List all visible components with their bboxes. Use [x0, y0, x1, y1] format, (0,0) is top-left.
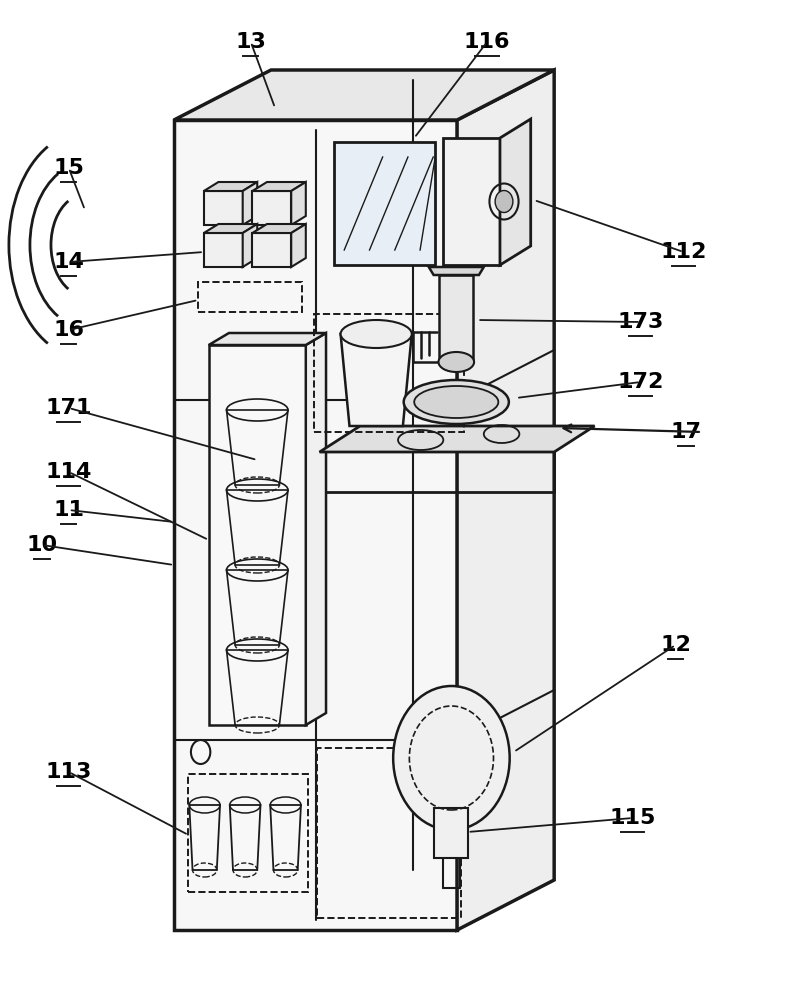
Ellipse shape: [393, 686, 510, 830]
Text: 11: 11: [53, 500, 84, 520]
Polygon shape: [204, 233, 243, 267]
Bar: [188, 774, 308, 892]
Polygon shape: [227, 650, 288, 725]
Text: 171: 171: [45, 398, 92, 418]
Text: 114: 114: [45, 462, 92, 482]
Ellipse shape: [495, 190, 513, 213]
Text: 113: 113: [45, 762, 92, 782]
Polygon shape: [243, 182, 257, 225]
Polygon shape: [209, 333, 326, 345]
Polygon shape: [429, 267, 484, 275]
Ellipse shape: [404, 380, 509, 424]
Polygon shape: [174, 120, 457, 930]
Polygon shape: [204, 224, 257, 233]
Bar: [198, 282, 302, 312]
Polygon shape: [227, 410, 288, 485]
Polygon shape: [291, 182, 306, 225]
Text: 16: 16: [53, 320, 84, 340]
Text: 115: 115: [609, 808, 656, 828]
Text: 173: 173: [617, 312, 664, 332]
Text: 10: 10: [27, 535, 57, 555]
Polygon shape: [270, 805, 301, 870]
Polygon shape: [204, 191, 243, 225]
Text: 172: 172: [617, 372, 664, 392]
Text: 116: 116: [464, 32, 510, 52]
Polygon shape: [230, 805, 260, 870]
Ellipse shape: [414, 386, 498, 418]
Polygon shape: [291, 224, 306, 267]
Ellipse shape: [341, 320, 412, 348]
Polygon shape: [252, 182, 306, 191]
Polygon shape: [227, 490, 288, 565]
Polygon shape: [457, 70, 554, 930]
Text: 14: 14: [53, 252, 84, 272]
Text: 12: 12: [660, 635, 691, 655]
Text: 17: 17: [671, 422, 701, 442]
Text: 112: 112: [660, 242, 707, 262]
Polygon shape: [189, 805, 220, 870]
Polygon shape: [439, 275, 473, 362]
Polygon shape: [227, 570, 288, 645]
Polygon shape: [252, 233, 291, 267]
Polygon shape: [252, 191, 291, 225]
Ellipse shape: [438, 352, 474, 372]
Polygon shape: [341, 334, 412, 426]
Polygon shape: [204, 182, 257, 191]
Text: 13: 13: [235, 32, 266, 52]
Polygon shape: [443, 138, 500, 265]
Polygon shape: [174, 70, 554, 120]
Polygon shape: [209, 345, 306, 725]
Polygon shape: [306, 333, 326, 725]
Bar: [314, 314, 464, 432]
Text: 15: 15: [53, 158, 84, 178]
Polygon shape: [243, 224, 257, 267]
Polygon shape: [500, 119, 531, 265]
Polygon shape: [434, 808, 468, 858]
Bar: [317, 748, 461, 918]
Polygon shape: [334, 142, 435, 265]
Polygon shape: [252, 224, 306, 233]
Polygon shape: [320, 426, 595, 452]
